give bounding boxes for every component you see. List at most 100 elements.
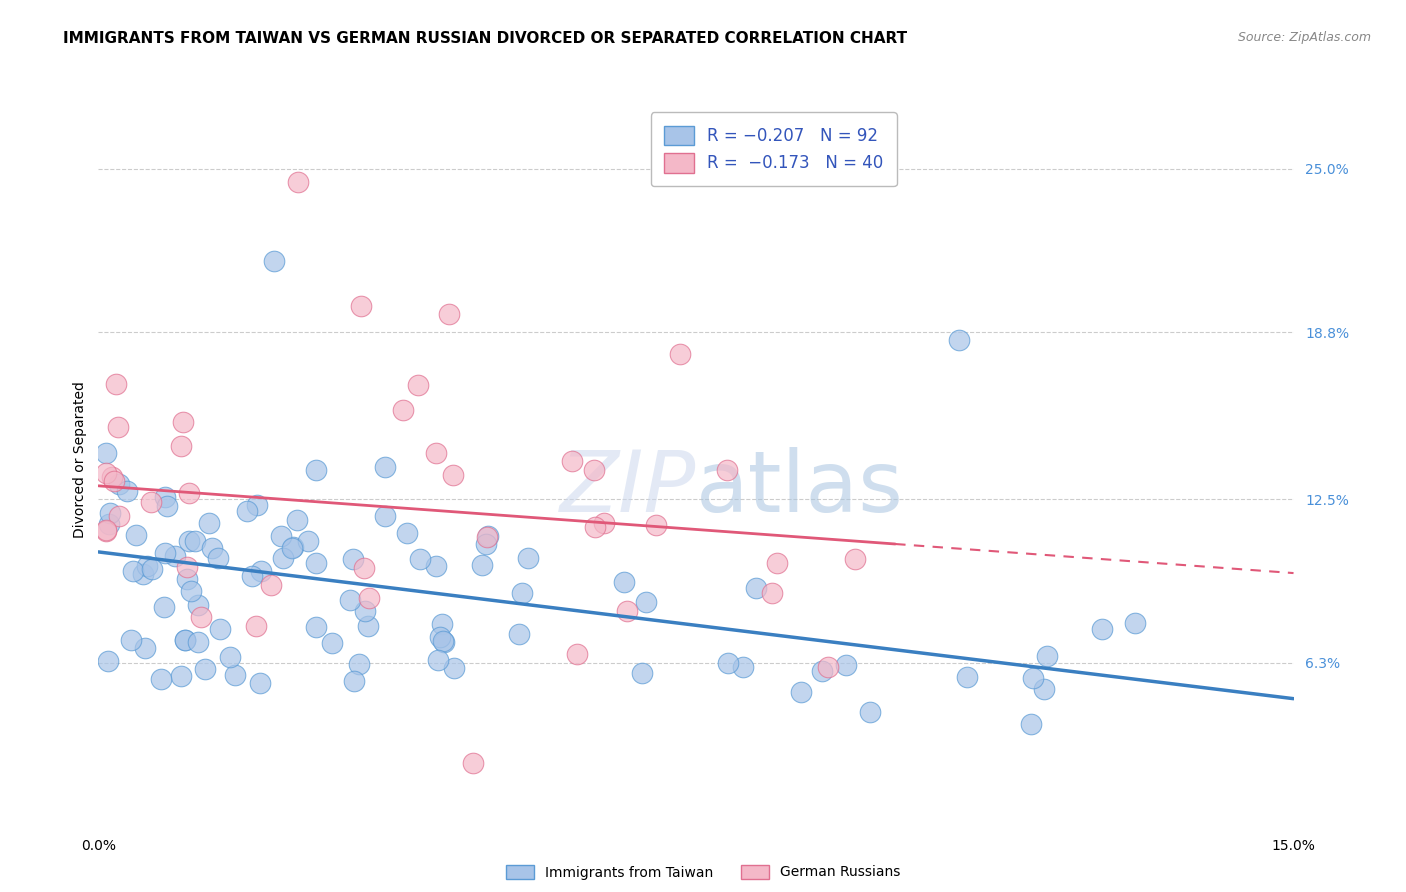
Point xyxy=(517,550,540,565)
Point xyxy=(281,541,304,555)
Point xyxy=(101,470,124,484)
Point xyxy=(103,475,125,489)
Point xyxy=(858,705,880,719)
Point xyxy=(173,633,195,648)
Point xyxy=(141,561,163,575)
Point xyxy=(245,619,267,633)
Point xyxy=(170,439,193,453)
Point xyxy=(1091,623,1114,637)
Point xyxy=(353,560,375,574)
Point xyxy=(668,347,690,361)
Point xyxy=(149,672,172,686)
Point xyxy=(477,530,499,544)
Point xyxy=(766,556,789,570)
Point xyxy=(141,495,163,509)
Point xyxy=(512,586,534,600)
Point xyxy=(174,632,197,647)
Point xyxy=(1033,682,1056,697)
Point xyxy=(96,466,118,480)
Point xyxy=(207,551,229,566)
Point xyxy=(219,650,242,665)
Point xyxy=(1019,716,1042,731)
Point xyxy=(271,551,294,566)
Point xyxy=(593,516,616,531)
Point xyxy=(613,574,636,589)
Point xyxy=(634,595,657,609)
Point xyxy=(582,463,605,477)
Point xyxy=(1123,616,1146,631)
Point xyxy=(96,524,118,538)
Point xyxy=(1036,649,1059,664)
Point xyxy=(250,564,273,578)
Point xyxy=(583,519,606,533)
Point xyxy=(96,523,118,537)
Point xyxy=(349,657,371,671)
Point xyxy=(201,541,224,556)
Point xyxy=(259,577,281,591)
Point xyxy=(155,546,177,560)
Point xyxy=(246,498,269,512)
Point xyxy=(433,634,456,648)
Point xyxy=(475,537,498,551)
Point xyxy=(108,508,131,523)
Point xyxy=(432,617,454,632)
Point xyxy=(176,572,198,586)
Point xyxy=(956,670,979,684)
Point xyxy=(406,378,429,392)
Point xyxy=(374,460,396,475)
Point xyxy=(107,420,129,434)
Point xyxy=(98,506,121,520)
Point xyxy=(508,627,530,641)
Point xyxy=(177,534,200,549)
Point xyxy=(321,636,343,650)
Point xyxy=(443,661,465,675)
Point xyxy=(761,585,783,599)
Point xyxy=(1021,671,1043,685)
Point xyxy=(172,415,194,429)
Point xyxy=(835,657,858,672)
Text: IMMIGRANTS FROM TAIWAN VS GERMAN RUSSIAN DIVORCED OR SEPARATED CORRELATION CHART: IMMIGRANTS FROM TAIWAN VS GERMAN RUSSIAN… xyxy=(63,31,907,46)
Point xyxy=(471,558,494,573)
Point xyxy=(948,334,970,348)
Point xyxy=(209,622,232,636)
Point xyxy=(395,525,418,540)
Point xyxy=(121,564,143,578)
Point xyxy=(350,299,373,313)
Point xyxy=(194,662,217,676)
Point xyxy=(716,463,738,477)
Point xyxy=(198,516,221,530)
Point xyxy=(236,504,259,518)
Text: Source: ZipAtlas.com: Source: ZipAtlas.com xyxy=(1237,31,1371,45)
Point xyxy=(156,499,179,513)
Point xyxy=(409,551,432,566)
Legend: R = −0.207   N = 92, R =  −0.173   N = 40: R = −0.207 N = 92, R = −0.173 N = 40 xyxy=(651,112,897,186)
Point xyxy=(176,560,198,574)
Point xyxy=(790,685,813,699)
Y-axis label: Divorced or Separated: Divorced or Separated xyxy=(73,381,87,538)
Point xyxy=(427,653,450,667)
Point xyxy=(817,659,839,673)
Point xyxy=(187,635,209,649)
Point xyxy=(96,446,118,460)
Point xyxy=(187,598,209,612)
Point xyxy=(565,647,588,661)
Point xyxy=(304,463,326,477)
Point xyxy=(224,668,246,682)
Point xyxy=(343,674,366,689)
Point xyxy=(744,582,766,596)
Text: ZIP: ZIP xyxy=(560,448,696,531)
Point xyxy=(163,549,186,564)
Point xyxy=(477,529,499,543)
Point xyxy=(180,584,202,599)
Point xyxy=(305,619,328,633)
Point xyxy=(425,558,447,573)
Point xyxy=(190,610,212,624)
Point xyxy=(432,634,454,648)
Point xyxy=(125,528,148,542)
Point xyxy=(616,605,638,619)
Point xyxy=(342,552,364,566)
Point xyxy=(339,593,361,607)
Point xyxy=(425,446,447,460)
Point xyxy=(391,403,413,417)
Point xyxy=(811,664,834,678)
